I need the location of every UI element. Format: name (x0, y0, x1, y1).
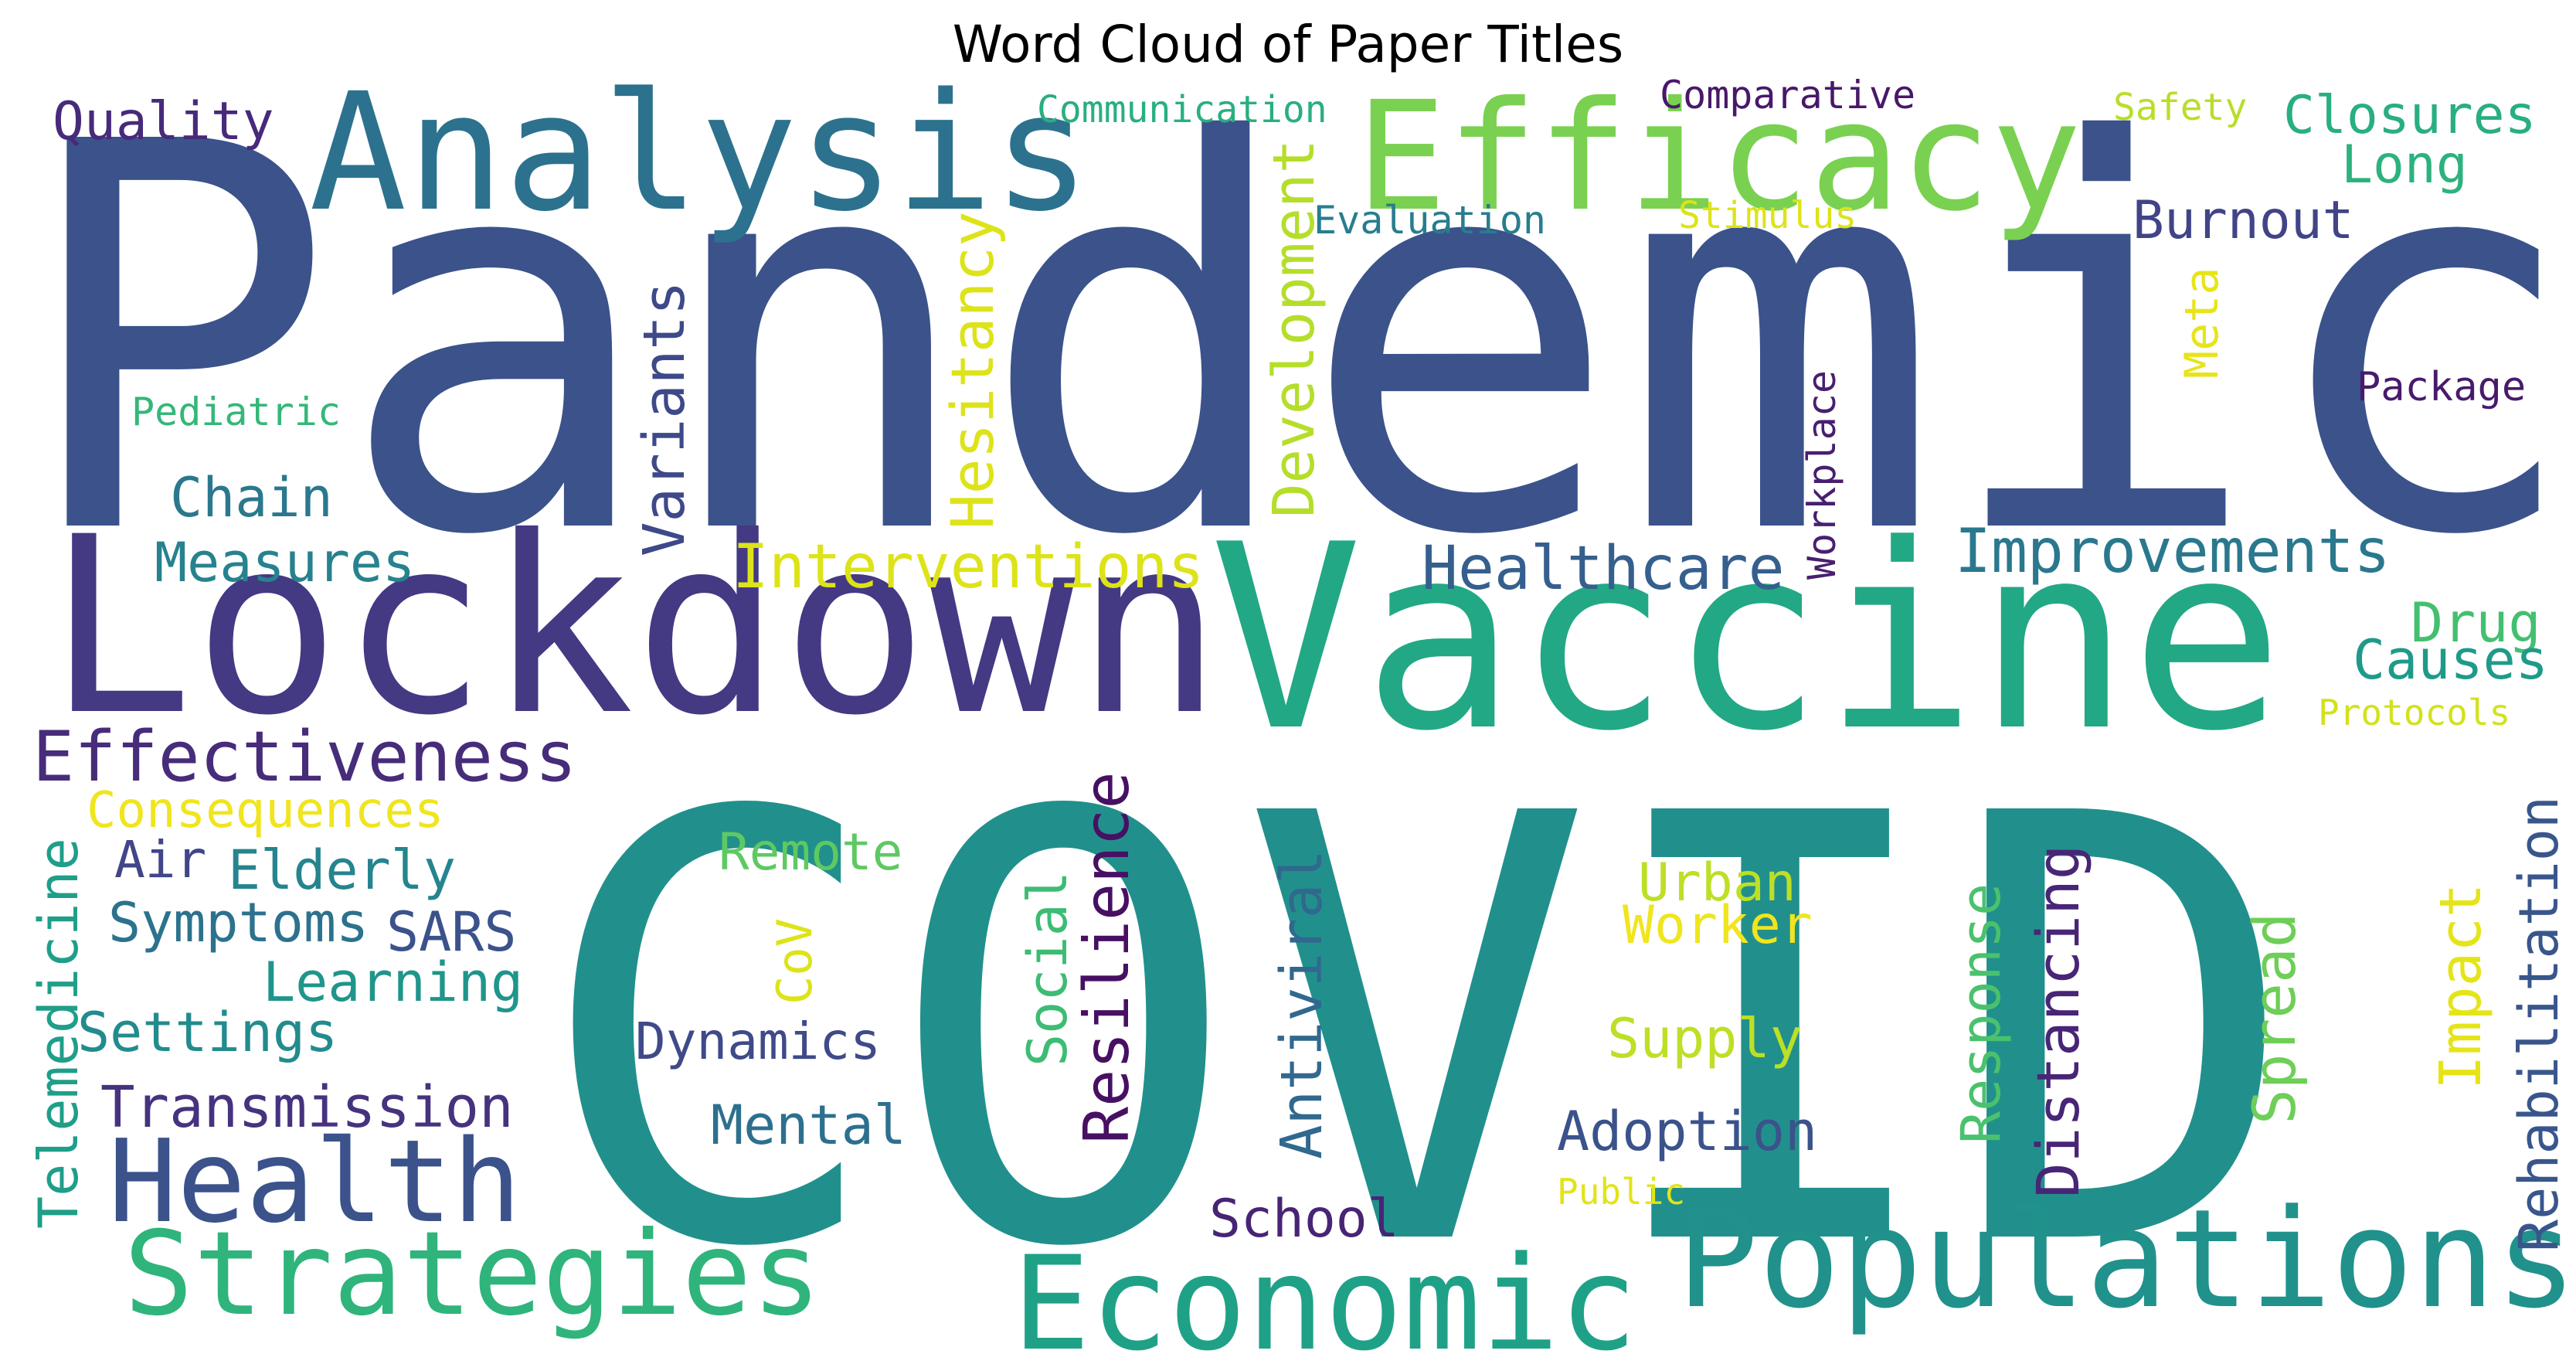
word-health: Health (108, 1115, 522, 1248)
word-urban: Urban (1638, 852, 1796, 913)
word-spread: Spread (2240, 912, 2309, 1124)
word-chain: Chain (170, 466, 333, 529)
word-drug: Drug (2411, 591, 2541, 655)
word-worker: Worker (1623, 895, 1813, 956)
word-safety: Safety (2113, 86, 2247, 129)
word-covid: COVID (533, 692, 2301, 1371)
word-pandemic: Pandemic (15, 31, 2576, 651)
word-supply: Supply (1607, 1007, 1803, 1070)
word-school: School (1209, 1189, 1399, 1250)
word-causes: Causes (2353, 628, 2548, 692)
word-improvements: Improvements (1955, 517, 2391, 587)
word-public: Public (1557, 1171, 1685, 1213)
word-comparative: Comparative (1660, 73, 1915, 117)
chart-title: Word Cloud of Paper Titles (952, 15, 1624, 74)
word-dynamics: Dynamics (635, 1012, 881, 1071)
word-protocols: Protocols (2318, 692, 2510, 733)
word-strategies: Strategies (124, 1207, 821, 1342)
word-social: Social (1016, 871, 1079, 1067)
word-effectiveness: Effectiveness (32, 716, 576, 798)
word-burnout: Burnout (2133, 190, 2354, 251)
word-interventions: Interventions (732, 532, 1204, 602)
word-evaluation: Evaluation (1313, 198, 1546, 243)
word-meta: Meta (2175, 267, 2229, 379)
word-variants: Variants (631, 281, 698, 556)
word-elderly: Elderly (228, 839, 456, 902)
word-settings: Settings (77, 1001, 338, 1064)
word-efficacy: Efficacy (1356, 69, 2082, 244)
word-healthcare: Healthcare (1422, 534, 1785, 604)
word-mental: Mental (711, 1094, 906, 1157)
word-economic: Economic (1012, 1228, 1637, 1371)
word-hesitancy: Hesitancy (938, 211, 1007, 529)
word-antiviral: Antiviral (1269, 849, 1335, 1159)
word-measures: Measures (155, 531, 415, 594)
word-sars: SARS (386, 900, 517, 964)
word-response: Response (1949, 883, 2013, 1144)
word-transmission: Transmission (100, 1074, 514, 1141)
word-lockdown: Lockdown (46, 485, 1222, 769)
word-pediatric: Pediatric (131, 390, 341, 434)
word-impact: Impact (2428, 883, 2494, 1090)
word-vaccine: Vaccine (1209, 490, 2284, 787)
word-populations: Populations (1677, 1180, 2576, 1339)
word-adoption: Adoption (1557, 1100, 1817, 1163)
word-analysis: Analysis (309, 58, 1090, 247)
word-communication: Communication (1037, 88, 1327, 131)
word-long: Long (2341, 134, 2468, 196)
word-telemedicine: Telemedicine (27, 838, 90, 1229)
word-consequences: Consequences (87, 782, 443, 839)
word-remote: Remote (719, 822, 902, 882)
word-air: Air (114, 830, 206, 890)
word-quality: Quality (53, 91, 274, 152)
word-workplace: Workplace (1799, 370, 1844, 580)
word-distancing: Distancing (2024, 844, 2092, 1198)
word-closures: Closures (2283, 85, 2537, 146)
word-learning: Learning (263, 951, 523, 1014)
word-development: Development (1261, 139, 1327, 518)
word-symptoms: Symptoms (108, 891, 369, 954)
word-package: Package (2357, 364, 2526, 410)
word-rehabilitation: Rehabilitation (2507, 796, 2571, 1252)
word-cov: CoV (766, 918, 823, 1005)
word-stimulus: Stimulus (1678, 194, 1857, 237)
word-resilience: Resilience (1071, 771, 1143, 1144)
